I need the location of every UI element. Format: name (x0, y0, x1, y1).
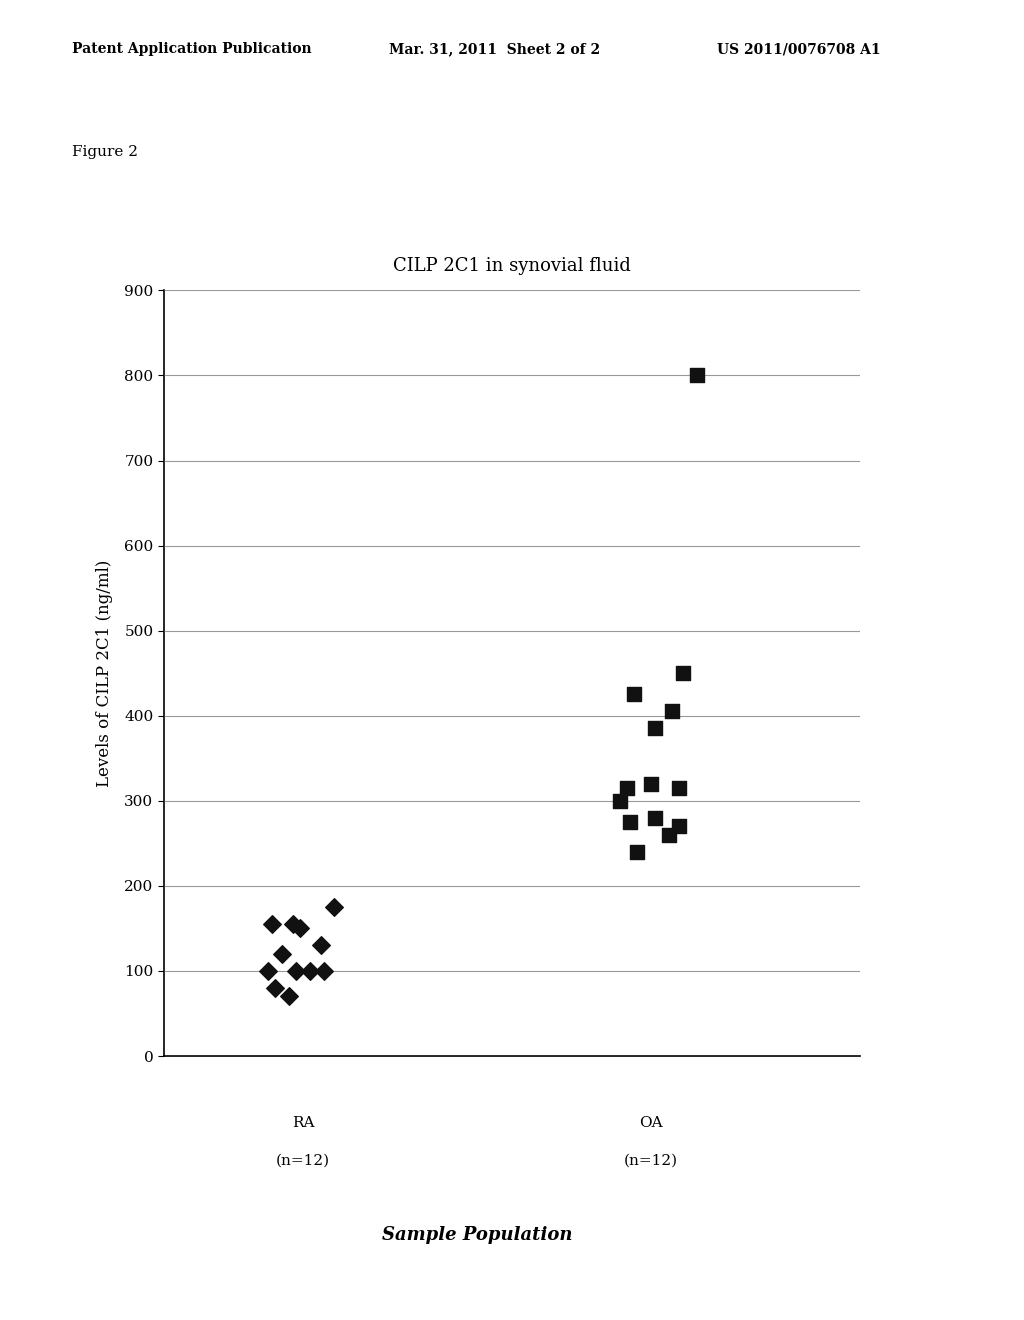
Point (315, 961, 332, 982)
Point (312, 935, 329, 956)
Point (623, 812, 639, 833)
Point (288, 961, 304, 982)
Text: (n=12): (n=12) (625, 1154, 678, 1168)
Point (629, 841, 645, 862)
Text: RA: RA (292, 1115, 314, 1130)
Text: Patent Application Publication: Patent Application Publication (72, 42, 311, 57)
Point (263, 913, 280, 935)
Point (688, 364, 705, 385)
Text: Figure 2: Figure 2 (72, 145, 137, 160)
Point (285, 913, 301, 935)
Point (660, 824, 677, 845)
Y-axis label: Levels of CILP 2C1 (ng/ml): Levels of CILP 2C1 (ng/ml) (96, 560, 113, 787)
Point (267, 977, 284, 998)
Text: Mar. 31, 2011  Sheet 2 of 2: Mar. 31, 2011 Sheet 2 of 2 (389, 42, 600, 57)
Text: OA: OA (639, 1115, 664, 1130)
Point (675, 663, 691, 684)
Point (274, 944, 291, 965)
Text: US 2011/0076708 A1: US 2011/0076708 A1 (717, 42, 881, 57)
Point (618, 777, 635, 799)
Point (643, 774, 659, 795)
Point (260, 961, 276, 982)
Point (646, 808, 663, 829)
Point (292, 917, 308, 939)
Point (327, 896, 343, 917)
Text: Sample Population: Sample Population (382, 1226, 572, 1245)
Point (664, 701, 680, 722)
Point (626, 684, 642, 705)
Point (302, 961, 318, 982)
Point (671, 816, 687, 837)
Point (611, 791, 628, 812)
Point (646, 718, 663, 739)
Point (671, 777, 687, 799)
Text: (n=12): (n=12) (276, 1154, 330, 1168)
Point (281, 986, 297, 1007)
Title: CILP 2C1 in synovial fluid: CILP 2C1 in synovial fluid (393, 257, 631, 275)
